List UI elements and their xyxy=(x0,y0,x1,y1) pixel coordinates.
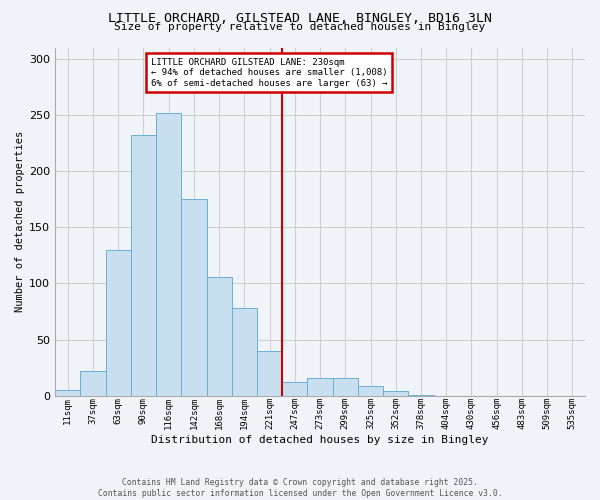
Bar xyxy=(80,371,106,396)
X-axis label: Distribution of detached houses by size in Bingley: Distribution of detached houses by size … xyxy=(151,435,489,445)
Text: Size of property relative to detached houses in Bingley: Size of property relative to detached ho… xyxy=(115,22,485,32)
Bar xyxy=(232,308,257,396)
Text: LITTLE ORCHARD GILSTEAD LANE: 230sqm
← 94% of detached houses are smaller (1,008: LITTLE ORCHARD GILSTEAD LANE: 230sqm ← 9… xyxy=(151,58,387,88)
Bar xyxy=(156,112,181,396)
Bar xyxy=(206,276,232,396)
Bar xyxy=(409,394,434,396)
Bar xyxy=(332,378,358,396)
Bar xyxy=(106,250,131,396)
Bar xyxy=(282,382,307,396)
Bar xyxy=(358,386,383,396)
Bar xyxy=(55,390,80,396)
Bar xyxy=(181,199,206,396)
Text: Contains HM Land Registry data © Crown copyright and database right 2025.
Contai: Contains HM Land Registry data © Crown c… xyxy=(98,478,502,498)
Bar xyxy=(307,378,332,396)
Bar xyxy=(383,392,409,396)
Bar xyxy=(257,351,282,396)
Bar xyxy=(131,135,156,396)
Y-axis label: Number of detached properties: Number of detached properties xyxy=(15,131,25,312)
Text: LITTLE ORCHARD, GILSTEAD LANE, BINGLEY, BD16 3LN: LITTLE ORCHARD, GILSTEAD LANE, BINGLEY, … xyxy=(108,12,492,26)
